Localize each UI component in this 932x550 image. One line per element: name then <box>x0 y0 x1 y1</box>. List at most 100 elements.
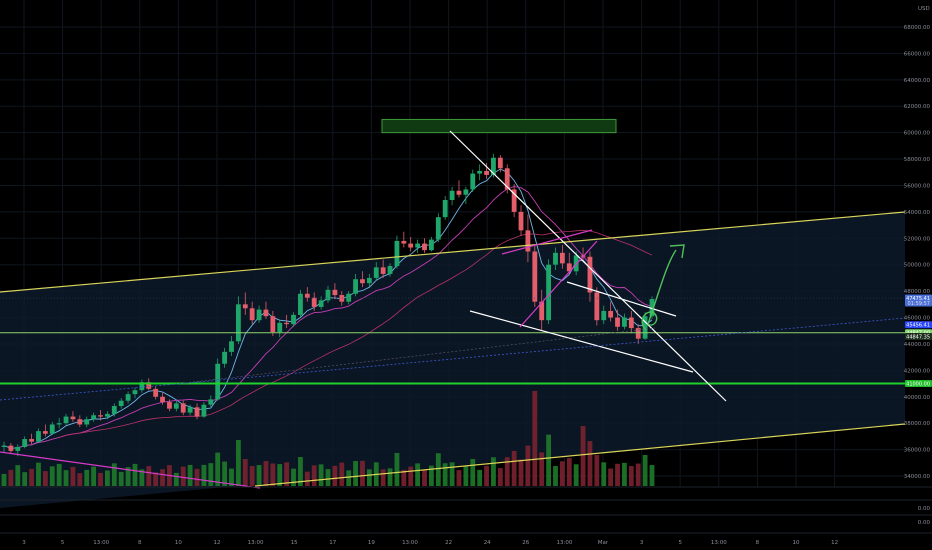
candle-body <box>284 322 290 325</box>
candle-body <box>518 211 524 231</box>
volume-bar <box>215 452 221 486</box>
time-tick-label: 10 <box>793 540 800 546</box>
pink-trendline-1 <box>501 229 593 255</box>
candle-body <box>339 295 345 302</box>
price-tick-label: 52000.00 <box>904 236 931 242</box>
oscillator-panels: 0.00 0.00 <box>0 486 932 534</box>
candle-body <box>497 157 503 169</box>
candle-body <box>8 445 14 451</box>
time-tick-label: 12 <box>214 540 221 546</box>
volume-bar <box>187 464 193 486</box>
time-axis[interactable]: 3 5 13:00 8 10 12 13:00 15 17 19 13:00 22 24 26 13:00 M… <box>22 540 838 546</box>
candle-body <box>477 170 483 174</box>
ma-mid-line <box>17 186 653 449</box>
candle-body <box>173 403 179 409</box>
volume-bar <box>546 434 552 486</box>
time-tick-label: 8 <box>138 540 142 546</box>
candle-body <box>649 299 655 317</box>
arrow-head <box>669 244 685 259</box>
price-axis[interactable]: 68000.00 66000.00 64000.00 62000.00 60000.00… <box>904 0 932 550</box>
volume-bar <box>56 463 62 486</box>
candle-body <box>628 317 634 329</box>
price-tag-label: 47475.41 <box>906 296 930 302</box>
price-tick-label: 60000.00 <box>904 131 931 137</box>
volume-bar <box>70 466 76 486</box>
candle-body <box>256 309 262 321</box>
horizontal-levels <box>0 297 905 385</box>
candle-body <box>622 317 627 327</box>
candle-body <box>146 382 152 389</box>
volume-bar <box>173 472 179 486</box>
volume-bar <box>573 464 579 486</box>
volume-bar <box>594 454 600 486</box>
candle-body <box>229 341 234 352</box>
volume-bar <box>422 469 427 486</box>
time-tick-label: 3 <box>22 540 26 546</box>
candle-body <box>484 170 489 175</box>
candle-body <box>29 439 34 442</box>
price-tick-label: 36000.00 <box>904 448 931 454</box>
candle-body <box>91 415 97 420</box>
candle-body <box>401 240 407 244</box>
volume-bar <box>29 468 34 486</box>
volume-bar <box>104 470 110 486</box>
candle-body <box>346 293 352 302</box>
volume-bar <box>518 459 524 486</box>
candle-body <box>249 308 255 321</box>
volume-bar <box>249 466 255 486</box>
candle-body <box>360 279 365 284</box>
volume-bar <box>587 441 593 486</box>
channel-lower-line <box>254 423 906 487</box>
candle-body <box>56 423 62 425</box>
time-tick-label: 13:00 <box>248 540 264 546</box>
price-tick-label: 46000.00 <box>904 316 931 322</box>
volume-bar <box>608 468 614 486</box>
volume-bar <box>98 472 103 486</box>
candle-body <box>98 415 103 417</box>
time-tick-label: 10 <box>175 540 182 546</box>
time-tick-label: 12 <box>831 540 838 546</box>
wedge-upper-line <box>566 281 677 317</box>
candle-body <box>325 289 331 301</box>
price-tick-label: 44000.00 <box>904 342 931 348</box>
volume-bar <box>649 465 655 486</box>
time-tick-label: 5 <box>678 540 682 546</box>
price-tick-label: 48000.00 <box>904 289 931 295</box>
candle-body <box>208 399 214 405</box>
volume-bar <box>298 457 303 486</box>
volume-bar <box>139 469 145 486</box>
volume-bar <box>394 452 400 486</box>
oscillator-tick-label: 0.00 <box>918 520 931 526</box>
candle-body <box>380 267 386 274</box>
volume-bar <box>380 469 386 486</box>
price-tag-label: 44847.35 <box>906 334 930 340</box>
time-tick-label: Mar <box>598 540 609 546</box>
candle-body <box>298 293 303 315</box>
volume-bar <box>49 466 55 486</box>
channel-upper-line <box>0 211 906 293</box>
channel-fill <box>0 212 905 508</box>
price-tick-label: 68000.00 <box>904 25 931 31</box>
candle-body <box>104 413 110 417</box>
volume-bar <box>532 391 538 486</box>
candle-body <box>222 351 228 364</box>
price-tag-box <box>905 321 932 329</box>
volume-bar <box>601 462 607 486</box>
candle-body <box>304 293 310 298</box>
green-arrow-drawing <box>641 244 685 331</box>
time-tick-label: 13:00 <box>711 540 727 546</box>
candle-body <box>532 251 538 302</box>
candle-body <box>587 256 593 293</box>
volume-bar <box>387 468 393 486</box>
candle-body <box>235 304 241 342</box>
candlesticks <box>1 153 655 457</box>
candle-body <box>111 406 117 414</box>
volume-bar <box>463 466 469 486</box>
candle-body <box>125 394 131 401</box>
volume-bar <box>366 469 372 486</box>
candle-body <box>277 322 283 333</box>
candle-body <box>456 190 462 195</box>
candle-body <box>215 363 221 400</box>
candle-body <box>194 407 200 417</box>
